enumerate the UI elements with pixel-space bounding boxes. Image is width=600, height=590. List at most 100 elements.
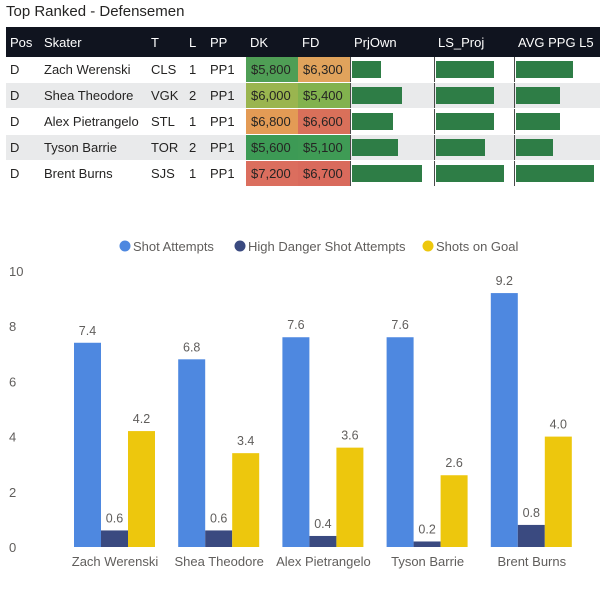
cell-avg-ppg-l5 xyxy=(514,57,600,83)
table-row: D Brent Burns SJS 1 PP1 $7,200 $6,700 xyxy=(6,160,600,187)
y-tick-label: 8 xyxy=(9,319,16,334)
col-header-fd[interactable]: FD xyxy=(298,27,350,57)
cell-avg-ppg-l5 xyxy=(514,82,600,109)
bar-value-label: 3.4 xyxy=(237,434,254,448)
ls-proj-bar xyxy=(436,165,504,182)
cell-pos: D xyxy=(6,57,40,83)
table-row: D Shea Theodore VGK 2 PP1 $6,000 $5,400 xyxy=(6,82,600,109)
prjown-bar xyxy=(352,113,393,130)
cell-dk: $7,200 xyxy=(246,160,298,187)
bar-value-label: 0.6 xyxy=(210,511,227,525)
bar xyxy=(232,453,260,547)
col-header-line[interactable]: L xyxy=(185,27,206,57)
cell-line: 2 xyxy=(185,134,206,161)
cell-line: 2 xyxy=(185,82,206,109)
cell-line: 1 xyxy=(185,57,206,83)
cell-pp: PP1 xyxy=(206,57,246,83)
x-category-label: Tyson Barrie xyxy=(391,554,464,569)
cell-ls-proj xyxy=(434,134,514,161)
bar-value-label: 0.2 xyxy=(418,522,435,536)
col-header-avg-ppg-l5[interactable]: AVG PPG L5 xyxy=(514,27,600,57)
table-header-row: Pos Skater T L PP DK FD PrjOwn LS_Proj A… xyxy=(6,27,600,57)
bar-value-label: 0.6 xyxy=(106,511,123,525)
bar xyxy=(386,337,414,547)
cell-team: TOR xyxy=(147,134,185,161)
cell-dk: $6,800 xyxy=(246,108,298,135)
cell-avg-ppg-l5 xyxy=(514,160,600,187)
avg-ppg-l5-bar xyxy=(516,139,553,156)
cell-pp: PP1 xyxy=(206,134,246,161)
cell-prjown xyxy=(350,160,434,187)
col-header-team[interactable]: T xyxy=(147,27,185,57)
col-header-dk[interactable]: DK xyxy=(246,27,298,57)
cell-fd: $5,100 xyxy=(298,134,350,161)
cell-prjown xyxy=(350,82,434,109)
ls-proj-bar xyxy=(436,61,494,78)
cell-ls-proj xyxy=(434,160,514,187)
cell-line: 1 xyxy=(185,160,206,187)
cell-prjown xyxy=(350,134,434,161)
bar-value-label: 4.2 xyxy=(133,412,150,426)
col-header-ls-proj[interactable]: LS_Proj xyxy=(434,27,514,57)
ls-proj-bar xyxy=(436,87,495,104)
bar xyxy=(544,436,572,547)
cell-pp: PP1 xyxy=(206,160,246,187)
bar-value-label: 9.2 xyxy=(496,274,513,288)
cell-team: STL xyxy=(147,108,185,135)
cell-pos: D xyxy=(6,134,40,161)
bar-value-label: 3.6 xyxy=(341,429,358,443)
cell-ls-proj xyxy=(434,82,514,109)
col-header-pp[interactable]: PP xyxy=(206,27,246,57)
x-category-label: Alex Pietrangelo xyxy=(276,554,371,569)
bar-value-label: 7.4 xyxy=(79,324,96,338)
cell-skater: Shea Theodore xyxy=(40,82,147,109)
col-header-prjown[interactable]: PrjOwn xyxy=(350,27,434,57)
legend-label: High Danger Shot Attempts xyxy=(248,239,406,254)
skaters-table: Pos Skater T L PP DK FD PrjOwn LS_Proj A… xyxy=(6,27,600,187)
cell-ls-proj xyxy=(434,108,514,135)
cell-skater: Brent Burns xyxy=(40,160,147,187)
cell-skater: Zach Werenski xyxy=(40,57,147,83)
page-title: Top Ranked - Defensemen xyxy=(6,3,185,20)
prjown-bar xyxy=(352,87,403,104)
bar-value-label: 2.6 xyxy=(445,456,462,470)
table-row: D Tyson Barrie TOR 2 PP1 $5,600 $5,100 xyxy=(6,134,600,161)
cell-line: 1 xyxy=(185,108,206,135)
bar xyxy=(128,431,155,547)
col-header-skater[interactable]: Skater xyxy=(40,27,147,57)
cell-avg-ppg-l5 xyxy=(514,134,600,161)
bar xyxy=(205,530,233,547)
table-row: D Alex Pietrangelo STL 1 PP1 $6,800 $6,6… xyxy=(6,108,600,135)
prjown-bar xyxy=(352,139,399,156)
bar-value-label: 0.4 xyxy=(314,517,331,531)
y-tick-label: 0 xyxy=(9,540,16,555)
bar xyxy=(440,475,468,547)
prjown-bar xyxy=(352,61,382,78)
cell-team: VGK xyxy=(147,82,185,109)
cell-fd: $5,400 xyxy=(298,82,350,109)
x-category-label: Brent Burns xyxy=(497,554,566,569)
cell-fd: $6,300 xyxy=(298,57,350,83)
avg-ppg-l5-bar xyxy=(516,87,560,104)
col-header-pos[interactable]: Pos xyxy=(6,27,40,57)
cell-team: SJS xyxy=(147,160,185,187)
bar xyxy=(336,447,364,547)
cell-prjown xyxy=(350,108,434,135)
cell-skater: Tyson Barrie xyxy=(40,134,147,161)
cell-ls-proj xyxy=(434,57,514,83)
bar xyxy=(490,293,518,547)
cell-fd: $6,700 xyxy=(298,160,350,187)
legend-marker xyxy=(119,240,131,252)
bar xyxy=(178,359,206,547)
ls-proj-bar xyxy=(436,139,485,156)
x-category-label: Shea Theodore xyxy=(175,554,264,569)
legend-marker xyxy=(234,240,246,252)
bar-value-label: 7.6 xyxy=(287,318,304,332)
cell-pos: D xyxy=(6,160,40,187)
table-row: D Zach Werenski CLS 1 PP1 $5,800 $6,300 xyxy=(6,57,600,83)
legend-label: Shot Attempts xyxy=(133,239,214,254)
cell-dk: $5,800 xyxy=(246,57,298,83)
shots-bar-chart: Shot Attempts High Danger Shot Attempts Sh… xyxy=(9,239,572,569)
cell-prjown xyxy=(350,57,434,83)
cell-pp: PP1 xyxy=(206,108,246,135)
